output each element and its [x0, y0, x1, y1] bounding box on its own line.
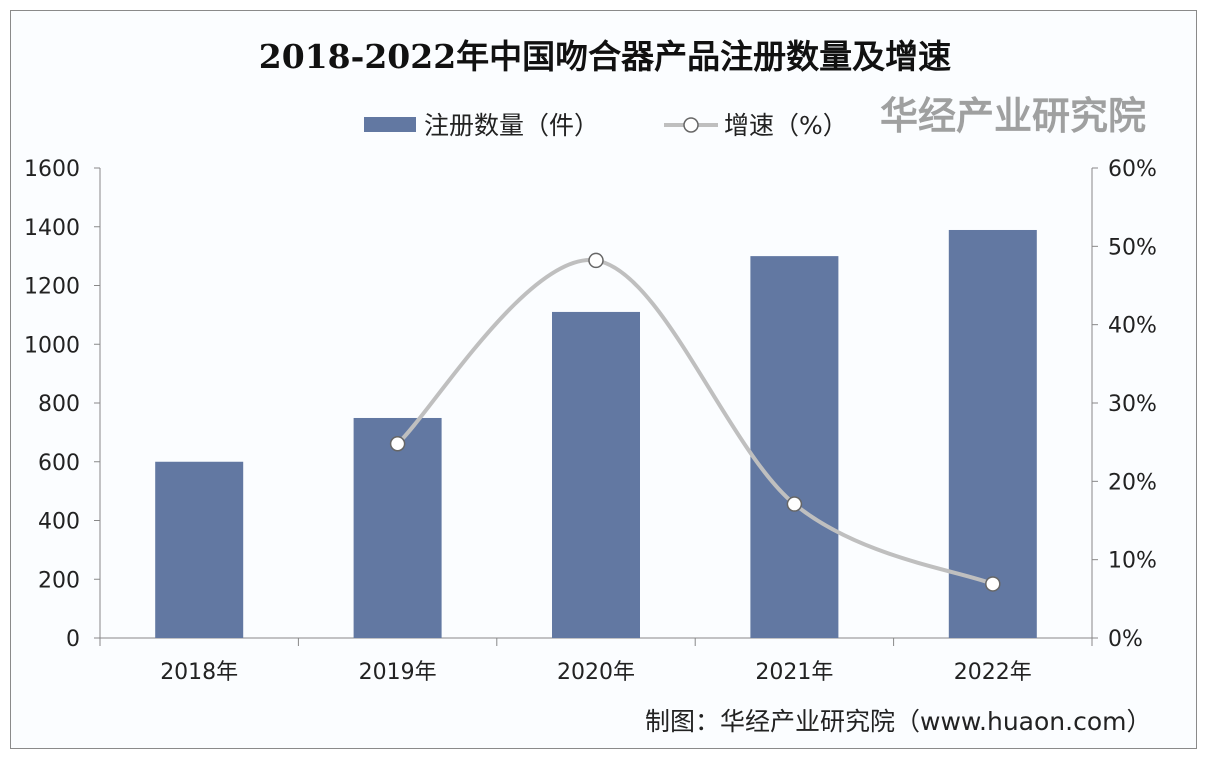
right-tick-label: 50% [1108, 235, 1157, 260]
growth-point [985, 576, 1001, 592]
right-tick-label: 10% [1108, 549, 1157, 574]
source-note: 制图：华经产业研究院（www.huaon.com） [645, 707, 1152, 736]
right-tick-label: 20% [1108, 470, 1157, 495]
left-tick-label: 600 [38, 451, 80, 476]
growth-line [396, 258, 994, 586]
bar [948, 229, 1037, 638]
bar [750, 256, 839, 638]
chart-title: 2018-2022年中国吻合器产品注册数量及增速 [258, 37, 952, 76]
left-tick-label: 1400 [24, 216, 80, 241]
x-tick-label: 2019年 [359, 660, 437, 685]
bar [353, 417, 442, 638]
growth-point [389, 435, 406, 452]
left-tick-label: 400 [38, 510, 80, 535]
x-tick-label: 2018年 [160, 660, 238, 685]
growth-point [786, 496, 803, 512]
legend-line-label: 增速（%） [724, 111, 848, 140]
left-tick-label: 1600 [24, 157, 80, 182]
left-tick-label: 800 [38, 392, 80, 417]
right-tick-label: 40% [1108, 314, 1157, 339]
right-tick-label: 30% [1108, 392, 1157, 417]
left-tick-label: 1000 [24, 333, 80, 358]
legend-bar-swatch [364, 117, 416, 132]
x-tick-label: 2020年 [557, 660, 635, 685]
left-tick-label: 200 [38, 568, 80, 593]
right-tick-label: 0% [1108, 627, 1143, 652]
left-tick-label: 0 [66, 627, 80, 652]
watermark: 华经产业研究院 [880, 94, 1147, 138]
left-tick-label: 1200 [24, 275, 80, 300]
legend-bar-label: 注册数量（件） [424, 111, 599, 140]
right-tick-label: 60% [1108, 157, 1157, 182]
x-tick-label: 2021年 [755, 660, 833, 685]
bar [155, 461, 244, 638]
growth-point [588, 252, 604, 269]
x-tick-label: 2022年 [954, 660, 1032, 685]
legend-line-marker [683, 117, 699, 133]
bar [552, 311, 640, 638]
